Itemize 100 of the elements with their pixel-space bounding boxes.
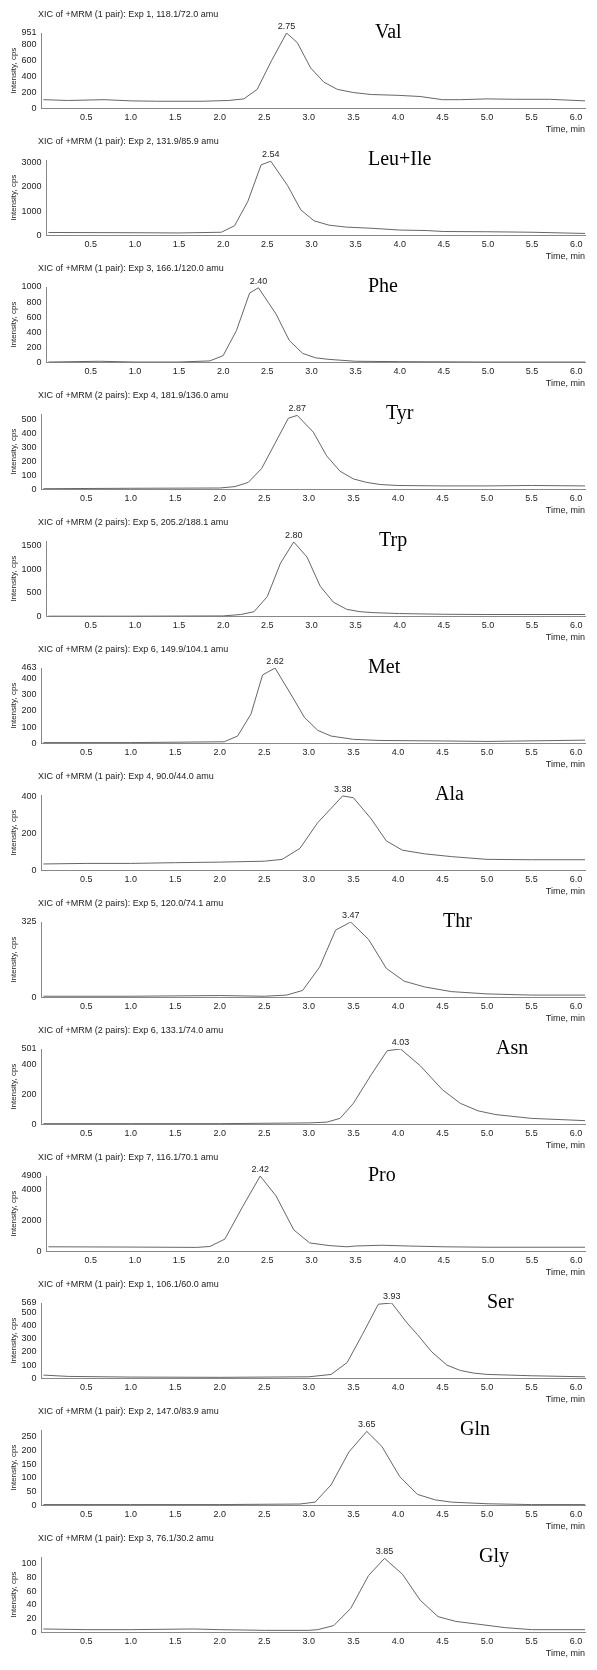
x-tick-label: 3.5 bbox=[347, 1001, 360, 1012]
x-tick-label: 1.5 bbox=[168, 1636, 182, 1647]
x-tick-label: 2.0 bbox=[216, 1255, 230, 1266]
x-tick-label: 5.5 bbox=[525, 1382, 538, 1393]
x-tick-label: 5.5 bbox=[525, 1128, 538, 1139]
x-tick-label: 5.5 bbox=[525, 112, 538, 123]
y-tick-label: 400 bbox=[21, 1058, 37, 1069]
x-tick-label: 0.5 bbox=[79, 1001, 93, 1012]
x-tick-label: 4.5 bbox=[436, 493, 449, 504]
x-tick-label: 1.5 bbox=[172, 366, 186, 377]
annotation: 2.87 bbox=[288, 403, 307, 414]
y-tick-label: 1000 bbox=[21, 205, 42, 216]
y-tick-label: 80 bbox=[26, 1572, 37, 1583]
x-tick-label: 1.0 bbox=[124, 747, 137, 758]
y-tick-label: 400 bbox=[26, 326, 42, 337]
x-tick-label: 5.5 bbox=[525, 874, 538, 885]
y-tick-label: 300 bbox=[21, 442, 37, 452]
y-tick-label: 0 bbox=[31, 1499, 37, 1510]
x-tick-label: 1.0 bbox=[124, 1509, 137, 1520]
chart-subtitle: XIC of +MRM (2 pairs): Exp 5, 205.2/188.1 amu bbox=[37, 516, 230, 529]
y-tick-label: 300 bbox=[21, 689, 37, 700]
x-tick-label: 2.0 bbox=[213, 747, 227, 758]
x-tick-label: 1.0 bbox=[128, 239, 142, 250]
x-tick-label: 4.5 bbox=[436, 1636, 449, 1647]
y-tick-label: 569 bbox=[21, 1297, 37, 1308]
x-tick-label: 2.0 bbox=[213, 874, 227, 885]
x-tick-label: 3.0 bbox=[302, 874, 316, 885]
y-tick-label: 463 bbox=[21, 662, 37, 673]
y-tick-label: 0 bbox=[31, 1372, 37, 1383]
x-axis-title: Time, min bbox=[545, 1267, 585, 1278]
x-tick-label: 1.5 bbox=[172, 239, 186, 250]
x-tick-label: 5.5 bbox=[525, 366, 539, 377]
x-axis-title: Time, min bbox=[545, 1521, 585, 1532]
x-tick-label: 5.0 bbox=[480, 1636, 494, 1647]
x-tick-label: 4.0 bbox=[391, 112, 405, 123]
x-tick-label: 6.0 bbox=[569, 620, 583, 631]
y-axis-title: Intensity, cps bbox=[9, 428, 18, 475]
x-tick-label: 4.5 bbox=[437, 239, 451, 250]
x-tick-label: 2.0 bbox=[216, 366, 230, 377]
y-tick-label: 800 bbox=[26, 296, 42, 307]
y-tick-label: 100 bbox=[21, 1472, 37, 1483]
y-tick-label: 200 bbox=[21, 1346, 37, 1357]
chart-title: Val bbox=[375, 20, 402, 43]
x-tick-label: 1.5 bbox=[168, 493, 182, 504]
x-tick-label: 4.5 bbox=[436, 112, 449, 123]
x-axis-title: Time, min bbox=[545, 124, 585, 135]
x-tick-label: 1.5 bbox=[168, 747, 182, 758]
annotation: 3.93 bbox=[382, 1290, 401, 1301]
x-tick-label: 2.0 bbox=[213, 1636, 227, 1647]
y-tick-label: 100 bbox=[21, 1359, 37, 1370]
x-tick-label: 5.5 bbox=[525, 1509, 538, 1520]
y-axis-title: Intensity, cps bbox=[9, 936, 18, 983]
x-tick-label: 1.5 bbox=[168, 1382, 182, 1393]
x-tick-label: 1.5 bbox=[168, 1128, 182, 1139]
x-tick-label: 1.0 bbox=[124, 1128, 137, 1139]
y-tick-label: 0 bbox=[31, 483, 37, 494]
y-tick-label: 0 bbox=[36, 1245, 42, 1256]
x-tick-label: 2.0 bbox=[216, 239, 230, 250]
y-axis-title: Intensity, cps bbox=[9, 1063, 18, 1110]
x-tick-label: 4.0 bbox=[393, 1255, 406, 1266]
annotation: 4.03 bbox=[391, 1036, 410, 1047]
annotation: 3.47 bbox=[341, 909, 360, 920]
x-tick-label: 2.0 bbox=[213, 1001, 227, 1012]
x-tick-label: 6.0 bbox=[569, 366, 583, 377]
x-tick-label: 5.5 bbox=[525, 239, 539, 250]
y-tick-label: 2000 bbox=[21, 1215, 42, 1226]
x-tick-label: 4.0 bbox=[391, 493, 405, 504]
x-tick-label: 2.0 bbox=[213, 1509, 227, 1520]
x-tick-label: 2.5 bbox=[258, 874, 271, 885]
x-axis-title: Time, min bbox=[545, 1394, 585, 1405]
chart-subtitle: XIC of +MRM (1 pair): Exp 1, 118.1/72.0 amu bbox=[37, 8, 220, 21]
x-tick-label: 4.5 bbox=[436, 1001, 449, 1012]
x-tick-label: 4.0 bbox=[393, 366, 406, 377]
x-tick-label: 1.0 bbox=[124, 1382, 137, 1393]
y-axis-title: Intensity, cps bbox=[9, 1317, 18, 1364]
x-tick-label: 5.0 bbox=[480, 747, 494, 758]
x-tick-label: 3.0 bbox=[302, 1509, 316, 1520]
x-tick-label: 6.0 bbox=[569, 1001, 583, 1012]
y-tick-label: 200 bbox=[21, 87, 37, 98]
x-axis-title: Time, min bbox=[545, 1648, 585, 1659]
y-tick-label: 500 bbox=[26, 587, 42, 598]
y-tick-label: 200 bbox=[21, 455, 37, 466]
y-tick-label: 200 bbox=[21, 828, 37, 839]
y-tick-label: 4000 bbox=[21, 1184, 42, 1195]
x-tick-label: 5.0 bbox=[480, 1509, 494, 1520]
chart-subtitle: XIC of +MRM (2 pairs): Exp 6, 149.9/104.1 amu bbox=[37, 643, 230, 656]
x-tick-label: 2.5 bbox=[261, 1255, 274, 1266]
chart-subtitle: XIC of +MRM (2 pairs): Exp 4, 181.9/136.0 amu bbox=[37, 389, 230, 402]
x-tick-label: 5.0 bbox=[480, 874, 494, 885]
x-axis-title: Time, min bbox=[545, 759, 585, 770]
x-tick-label: 0.5 bbox=[79, 1382, 93, 1393]
x-tick-label: 2.5 bbox=[258, 1636, 271, 1647]
chart-subtitle: XIC of +MRM (1 pair): Exp 1, 106.1/60.0 amu bbox=[37, 1278, 220, 1291]
x-tick-label: 3.0 bbox=[305, 1255, 318, 1266]
x-axis-title: Time, min bbox=[545, 378, 585, 389]
x-tick-label: 0.5 bbox=[79, 112, 93, 123]
x-tick-label: 4.0 bbox=[393, 239, 406, 250]
chart-subtitle: XIC of +MRM (1 pair): Exp 3, 76.1/30.2 amu bbox=[37, 1532, 215, 1545]
x-tick-label: 3.5 bbox=[349, 620, 362, 631]
y-tick-label: 0 bbox=[31, 102, 37, 113]
